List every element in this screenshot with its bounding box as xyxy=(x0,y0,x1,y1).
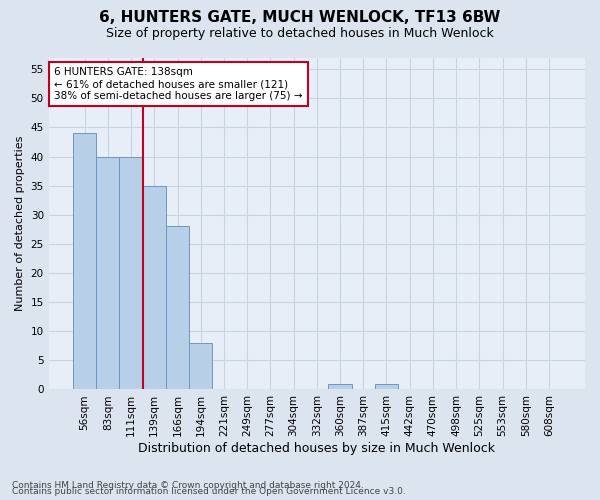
Bar xyxy=(143,186,166,390)
X-axis label: Distribution of detached houses by size in Much Wenlock: Distribution of detached houses by size … xyxy=(139,442,496,455)
Bar xyxy=(96,156,119,390)
Bar xyxy=(119,156,143,390)
Bar xyxy=(73,133,96,390)
Bar xyxy=(166,226,189,390)
Bar xyxy=(189,343,212,390)
Y-axis label: Number of detached properties: Number of detached properties xyxy=(15,136,25,311)
Text: 6 HUNTERS GATE: 138sqm
← 61% of detached houses are smaller (121)
38% of semi-de: 6 HUNTERS GATE: 138sqm ← 61% of detached… xyxy=(54,68,302,100)
Text: Size of property relative to detached houses in Much Wenlock: Size of property relative to detached ho… xyxy=(106,28,494,40)
Text: Contains HM Land Registry data © Crown copyright and database right 2024.: Contains HM Land Registry data © Crown c… xyxy=(12,481,364,490)
Bar xyxy=(375,384,398,390)
Text: 6, HUNTERS GATE, MUCH WENLOCK, TF13 6BW: 6, HUNTERS GATE, MUCH WENLOCK, TF13 6BW xyxy=(100,10,500,25)
Text: Contains public sector information licensed under the Open Government Licence v3: Contains public sector information licen… xyxy=(12,487,406,496)
Bar xyxy=(328,384,352,390)
